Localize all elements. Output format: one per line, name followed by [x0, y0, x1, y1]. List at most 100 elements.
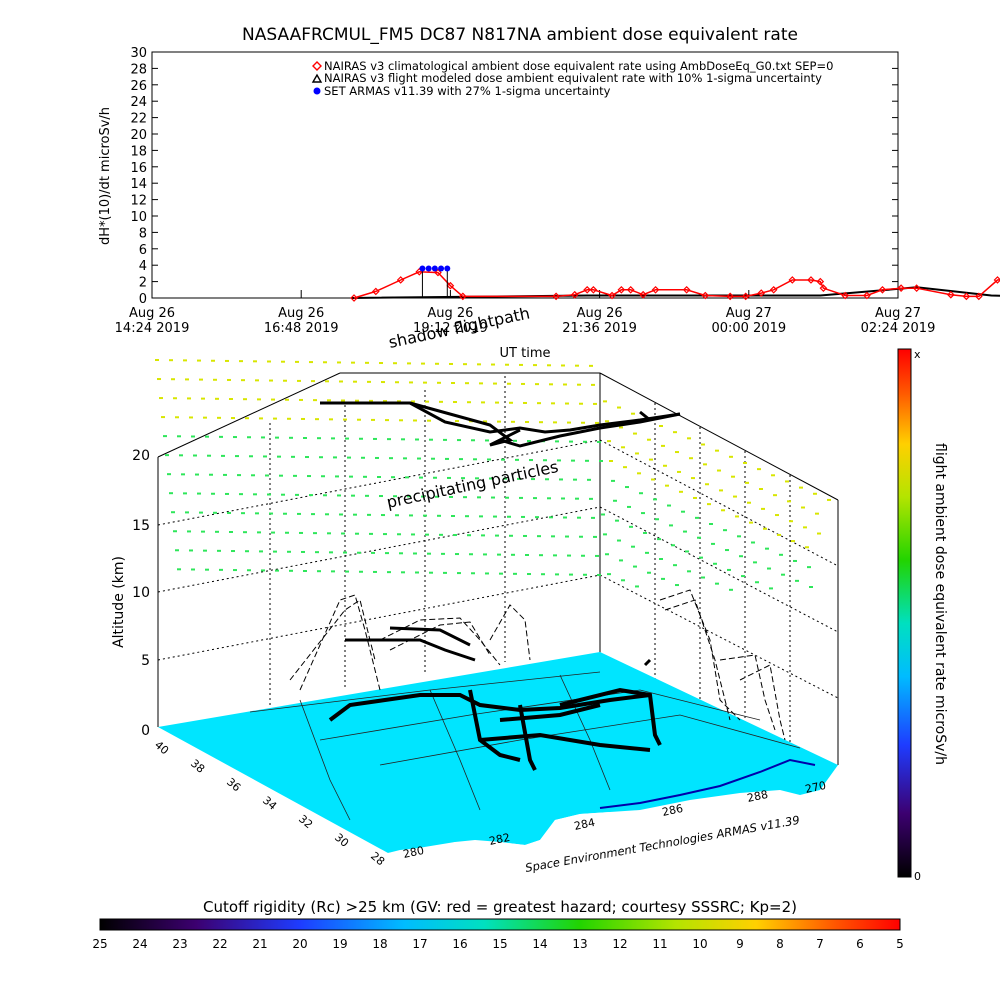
y-tick-label: 12: [130, 194, 147, 209]
data-point-nairas-climatological: [841, 291, 850, 300]
rigidity-tick-label: 12: [612, 937, 627, 951]
data-point-nairas-climatological: [617, 285, 626, 294]
lat-tick-label: 30: [332, 831, 351, 850]
data-point-armas: [438, 265, 445, 272]
data-point-nairas-climatological: [350, 294, 358, 302]
annotation-precipitating-particles: precipitating particles: [385, 457, 560, 512]
x-tick-day: Aug 26: [129, 306, 175, 321]
rigidity-tick-label: 6: [856, 937, 864, 951]
altitude-profiles: [289, 589, 786, 741]
rigidity-tick-label: 10: [692, 937, 707, 951]
y-tick-label: 24: [130, 95, 147, 110]
data-point-nairas-climatological: [878, 285, 887, 294]
legend-item-nairas-climatological: NAIRAS v3 climatological ambient dose eq…: [312, 59, 833, 73]
flight-path-3d: [345, 626, 652, 667]
data-point-nairas-climatological: [458, 292, 467, 301]
z-tick-label: 0: [141, 723, 150, 739]
x-tick-time: 00:00 2019: [711, 321, 786, 336]
dose-colorbar: [897, 348, 912, 878]
data-point-nairas-climatological: [583, 285, 592, 294]
y-tick-label: 28: [130, 62, 147, 77]
lat-tick-label: 32: [296, 812, 315, 831]
data-point-armas: [425, 265, 432, 272]
rigidity-tick-label: 13: [572, 937, 587, 951]
data-point-nairas-climatological: [819, 284, 828, 293]
data-point-nairas-climatological: [570, 290, 579, 299]
z-tick-label: 10: [132, 585, 150, 601]
legend-label: NAIRAS v3 climatological ambient dose eq…: [324, 59, 833, 73]
rigidity-tick-label: 9: [736, 937, 744, 951]
rigidity-tick-label: 22: [212, 937, 227, 951]
rigidity-tick-label: 18: [372, 937, 387, 951]
triangle-marker-icon: [311, 73, 323, 83]
y-tick-label: 4: [139, 259, 147, 274]
data-point-nairas-climatological: [396, 276, 405, 284]
y-tick-label: 8: [139, 226, 147, 241]
lon-tick-label: 288: [746, 788, 769, 805]
rigidity-tick-label: 23: [172, 937, 187, 951]
rigidity-colorbar: [99, 918, 901, 931]
data-point-nairas-climatological: [589, 285, 598, 294]
data-point-nairas-climatological: [757, 289, 766, 297]
x-tick-day: Aug 26: [278, 306, 324, 321]
3d-grid: [157, 376, 839, 744]
data-point-armas: [419, 265, 426, 272]
x-tick-time: 02:24 2019: [861, 321, 936, 336]
data-point-nairas-climatological: [974, 292, 983, 301]
rigidity-tick-label: 5: [896, 937, 904, 951]
y-tick-label: 18: [130, 144, 147, 159]
x-axis-label: UT time: [500, 346, 551, 361]
lon-tick-label: 270: [804, 779, 827, 796]
data-point-nairas-climatological: [651, 285, 660, 294]
shadow-flightpath: [320, 401, 681, 448]
data-point-armas: [444, 265, 451, 272]
rigidity-tick-label: 24: [132, 937, 147, 951]
y-tick-label: 14: [130, 177, 147, 192]
y-tick-label: 30: [130, 46, 147, 61]
y-tick-label: 6: [139, 243, 147, 258]
diamond-marker-icon: [312, 61, 322, 71]
lon-tick-label: 284: [573, 816, 596, 833]
longitude-ticks: 280 282 284 286 288 270: [402, 779, 827, 861]
data-point-nairas-climatological: [863, 291, 871, 300]
data-point-nairas-climatological: [897, 284, 905, 293]
data-point-nairas-climatological: [816, 277, 825, 286]
x-tick-day: Aug 26: [427, 306, 473, 321]
rigidity-tick-label: 25: [92, 937, 107, 951]
y-tick-label: 16: [130, 161, 147, 176]
dose-colorbar-bottom-label: 0: [914, 870, 921, 883]
x-tick-day: Aug 26: [577, 306, 623, 321]
x-tick-time: 16:48 2019: [264, 321, 339, 336]
plot-frame: [151, 51, 899, 299]
series-line-nairas-climatological: [353, 271, 1000, 299]
data-point-nairas-climatological: [726, 292, 734, 301]
dose-colorbar-top-label: x: [914, 348, 921, 361]
y-tick-label: 0: [139, 292, 147, 307]
series-layer: [350, 265, 1000, 302]
legend-label: SET ARMAS v11.39 with 27% 1-sigma uncert…: [324, 84, 611, 98]
legend-item-armas: SET ARMAS v11.39 with 27% 1-sigma uncert…: [313, 84, 611, 98]
rigidity-tick-label: 21: [252, 937, 267, 951]
coastline: [599, 758, 816, 809]
lon-tick-label: 280: [402, 844, 425, 861]
z-axis-ticks: 0 5 10 15 20: [132, 448, 150, 739]
data-point-nairas-climatological: [807, 276, 815, 284]
lat-tick-label: 40: [152, 738, 171, 757]
x-tick-time: 21:36 2019: [562, 321, 637, 336]
y-tick-label: 2: [139, 276, 147, 291]
y-tick-label: 20: [130, 128, 147, 143]
x-tick-time: 19:12 2019: [413, 321, 488, 336]
data-point-nairas-climatological: [701, 291, 710, 300]
x-tick-time: 14:24 2019: [115, 321, 190, 336]
lat-tick-label: 28: [368, 849, 387, 868]
rigidity-tick-label: 14: [532, 937, 547, 951]
rigidity-tick-label: 20: [292, 937, 307, 951]
data-point-nairas-climatological: [552, 292, 560, 301]
lat-tick-label: 34: [260, 794, 279, 813]
legend-label: NAIRAS v3 flight modeled dose ambient eq…: [324, 71, 822, 85]
lat-tick-label: 36: [224, 775, 243, 794]
x-tick-day: Aug 27: [875, 306, 921, 321]
